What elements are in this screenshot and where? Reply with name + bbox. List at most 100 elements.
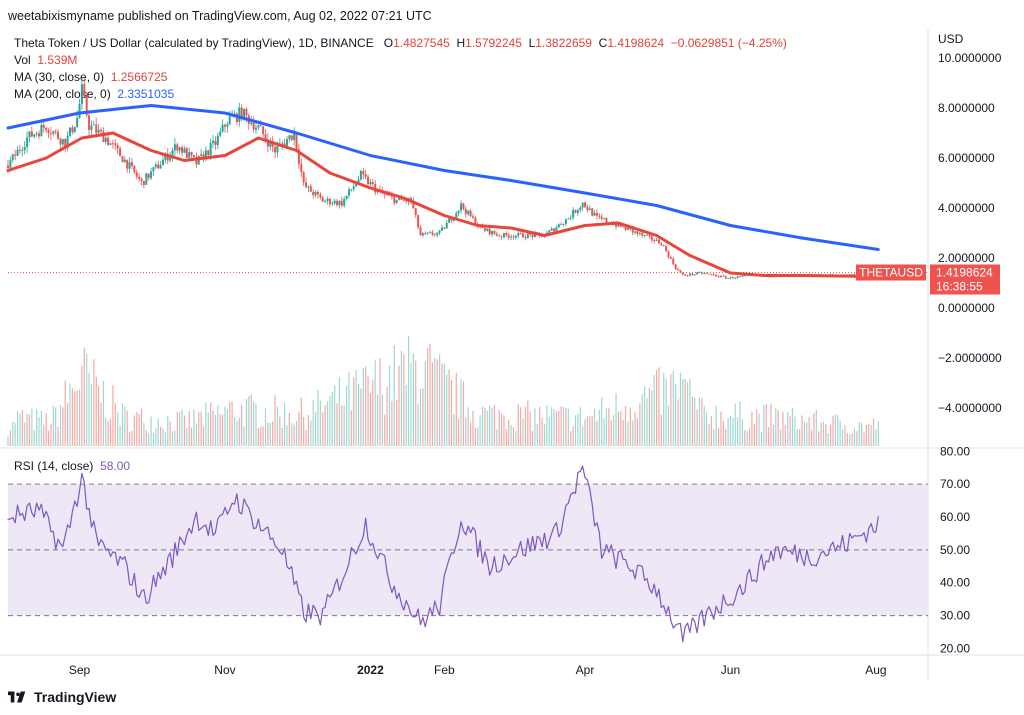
candle-body xyxy=(262,126,265,135)
volume-bar xyxy=(38,416,40,446)
candle-body xyxy=(128,162,131,169)
candle-body xyxy=(634,231,637,233)
high-label: H xyxy=(456,36,466,50)
volume-bar xyxy=(19,413,21,446)
volume-bar xyxy=(615,393,617,446)
candle-body xyxy=(624,226,627,230)
volume-bar xyxy=(458,419,460,446)
volume-bar xyxy=(689,379,691,446)
volume-bar xyxy=(200,411,202,446)
volume-bar xyxy=(286,424,288,446)
candle-body xyxy=(431,232,434,235)
candle-body xyxy=(603,218,606,220)
rsi-tick-label: 40.00 xyxy=(940,576,970,590)
candle-body xyxy=(691,273,694,275)
volume-bar xyxy=(353,377,355,446)
candle-body xyxy=(605,218,608,223)
time-tick-label: 2022 xyxy=(357,663,384,677)
candle-body xyxy=(424,233,427,234)
volume-bar xyxy=(167,415,169,446)
candle-body xyxy=(426,232,429,234)
candle-body xyxy=(21,150,24,151)
volume-bar xyxy=(81,365,83,446)
volume-bar xyxy=(572,426,574,446)
candle-body xyxy=(448,218,451,223)
candle-body xyxy=(228,116,231,125)
volume-bar xyxy=(629,407,631,446)
volume-bar xyxy=(419,388,422,446)
symbol-legend: Theta Token / US Dollar (calculated by T… xyxy=(14,36,787,50)
candle-body xyxy=(147,173,150,179)
candle-body xyxy=(483,228,486,231)
candle-body xyxy=(269,140,272,147)
candle-body xyxy=(414,208,417,216)
volume-bar xyxy=(186,427,188,446)
candle-body xyxy=(138,176,141,179)
volume-bar xyxy=(348,371,350,446)
volume-bar xyxy=(47,430,50,446)
volume-bar xyxy=(698,397,701,446)
symbol-title[interactable]: Theta Token / US Dollar (calculated by T… xyxy=(14,36,374,50)
volume-bar xyxy=(140,408,143,446)
rsi-value: 58.00 xyxy=(100,459,131,473)
volume-bar xyxy=(312,399,314,446)
candle-body xyxy=(290,135,293,141)
volume-bar xyxy=(498,410,500,446)
price-tick-label: 4.0000000 xyxy=(938,201,995,215)
volume-bar xyxy=(841,429,844,446)
volume-bar xyxy=(810,429,813,446)
candle-body xyxy=(588,208,591,211)
candle-body xyxy=(76,117,79,127)
volume-bar xyxy=(720,411,722,446)
volume-bar xyxy=(12,421,14,446)
candle-body xyxy=(593,212,596,216)
volume-bar xyxy=(400,350,403,446)
candle-body xyxy=(16,149,19,156)
volume-bar xyxy=(257,428,259,446)
volume-bar xyxy=(191,427,193,446)
rsi-legend[interactable]: RSI (14, close) 58.00 xyxy=(14,459,130,473)
candle-body xyxy=(97,129,100,133)
candle-body xyxy=(417,215,420,228)
candle-body xyxy=(665,246,668,252)
candle-body xyxy=(161,159,164,166)
volume-bar xyxy=(582,426,584,446)
volume-bar xyxy=(217,405,219,446)
volume-bar xyxy=(326,401,329,446)
volume-bar xyxy=(474,427,476,446)
volume-bar xyxy=(231,401,233,446)
volume-bar xyxy=(715,405,717,446)
volume-bar xyxy=(725,428,727,446)
volume-bar xyxy=(317,390,319,446)
publish-line: weetabixismyname published on TradingVie… xyxy=(8,9,432,23)
volume-bar xyxy=(78,389,81,446)
volume-bar xyxy=(758,413,760,446)
volume-bar xyxy=(283,402,286,446)
volume-bar xyxy=(434,357,436,446)
volume-bar xyxy=(484,407,486,446)
candle-body xyxy=(166,153,169,161)
candle-body xyxy=(455,212,458,218)
candle-body xyxy=(533,233,536,238)
volume-bar xyxy=(226,409,228,446)
candle-body xyxy=(266,139,269,147)
volume-bar xyxy=(858,421,860,446)
volume-bar xyxy=(753,423,755,446)
volume-bar xyxy=(772,424,774,446)
candle-body xyxy=(338,200,341,206)
volume-bar xyxy=(95,376,97,446)
volume-bar xyxy=(431,362,434,446)
volume-legend[interactable]: Vol 1.539M xyxy=(14,53,77,67)
candle-body xyxy=(250,122,253,124)
candle-body xyxy=(343,198,346,206)
candle-body xyxy=(643,235,646,236)
tradingview-logo[interactable]: TradingView xyxy=(8,689,116,705)
volume-bar xyxy=(531,430,534,446)
volume-bar xyxy=(396,399,398,446)
candle-body xyxy=(252,122,255,130)
volume-bar xyxy=(751,411,753,446)
volume-bar xyxy=(861,422,863,446)
change-value: −0.0629851 (−4.25%) xyxy=(670,36,787,50)
candle-body xyxy=(598,215,601,217)
